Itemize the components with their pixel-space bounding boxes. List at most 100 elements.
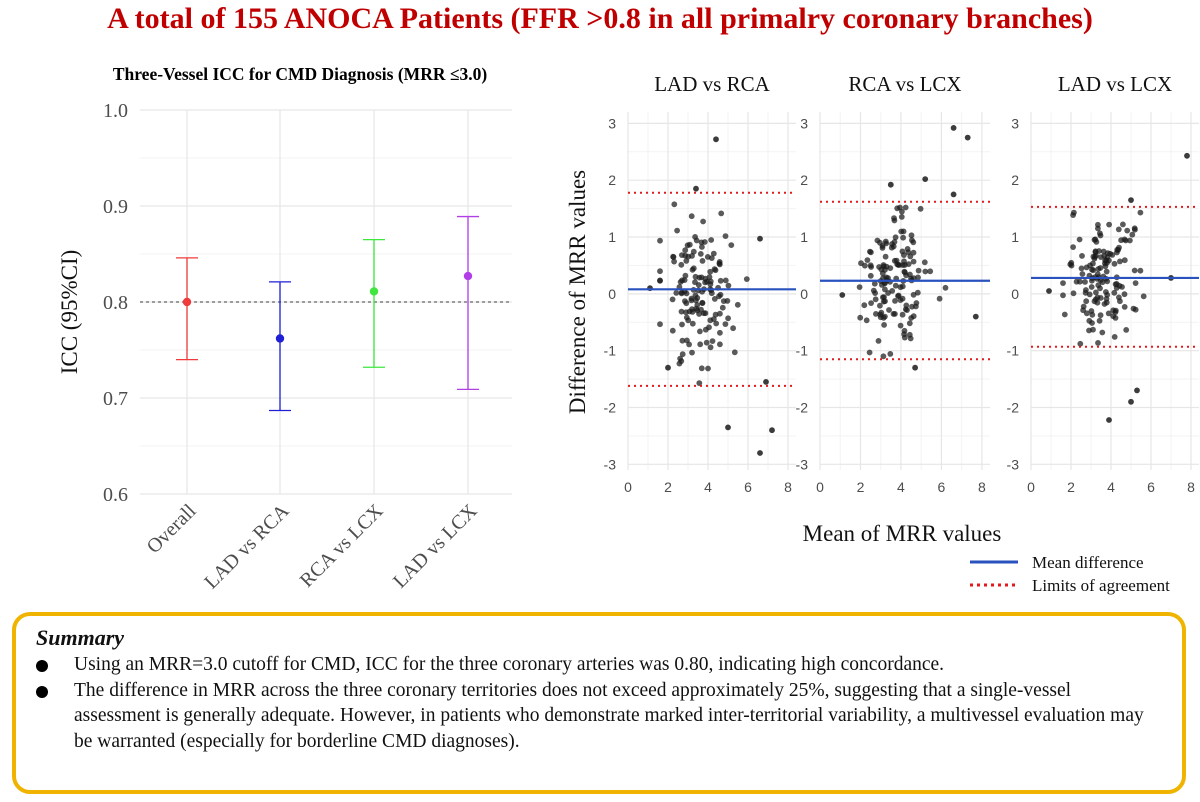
data-point (704, 278, 710, 285)
legend-mean-label: Mean difference (1032, 553, 1144, 572)
data-point (1100, 248, 1107, 255)
data-point (1128, 398, 1134, 405)
data-point (692, 279, 698, 286)
y-axis-label: Difference of MRR values (565, 170, 590, 414)
data-point (1106, 221, 1112, 228)
x-tick-label: LAD vs RCA (200, 500, 294, 594)
data-point (689, 349, 695, 356)
data-point (922, 268, 929, 275)
data-point (682, 272, 689, 279)
data-point (1103, 296, 1110, 302)
y-tick-label: 1 (608, 229, 616, 245)
data-point (713, 136, 719, 143)
data-point (657, 277, 663, 284)
y-tick-label: 1.0 (103, 100, 128, 122)
data-point (711, 266, 718, 272)
data-point (1046, 288, 1052, 294)
data-point (890, 243, 897, 250)
data-point (1094, 271, 1101, 278)
data-point (671, 258, 677, 265)
data-point (1117, 258, 1123, 265)
data-point (1134, 387, 1140, 394)
data-point (882, 238, 889, 245)
data-point (657, 268, 663, 275)
x-tick-label: 8 (784, 479, 792, 495)
data-point (870, 287, 877, 294)
data-point (1078, 265, 1085, 272)
data-point (879, 243, 886, 249)
data-point (657, 321, 663, 328)
main-title: A total of 155 ANOCA Patients (FFR >0.8 … (107, 2, 1093, 35)
data-point (1104, 278, 1111, 285)
data-point (703, 339, 710, 346)
data-point (889, 288, 896, 294)
y-tick-label: 3 (608, 115, 616, 131)
y-tick-label: 3 (800, 115, 808, 131)
data-point (697, 328, 703, 335)
x-tick-label: 4 (897, 479, 905, 495)
data-point (1115, 226, 1122, 233)
data-point (1106, 257, 1112, 264)
data-point (743, 276, 750, 282)
data-point (1082, 289, 1089, 296)
data-point (689, 306, 695, 313)
data-point (694, 302, 701, 308)
data-point (709, 338, 716, 344)
data-point (909, 303, 915, 310)
data-point (763, 379, 769, 385)
data-point (882, 253, 889, 260)
data-point (1124, 227, 1131, 234)
data-point (899, 208, 905, 215)
data-point (674, 227, 680, 234)
data-point (1120, 221, 1126, 228)
data-point (697, 341, 704, 348)
charts-canvas: Three-Vessel ICC for CMD Diagnosis (MRR … (57, 64, 1199, 595)
data-point (1121, 304, 1128, 310)
data-point (734, 301, 741, 308)
data-point (1098, 254, 1104, 260)
data-point (887, 351, 894, 357)
data-point (690, 248, 697, 255)
y-tick-label: -1 (1007, 343, 1020, 359)
x-axis-label: Mean of MRR values (803, 521, 1002, 546)
y-tick-label: 2 (608, 172, 616, 188)
data-point (1097, 232, 1104, 239)
data-point (868, 249, 874, 256)
data-point (875, 338, 882, 344)
y-tick-label: 0 (800, 286, 808, 302)
data-point (908, 315, 915, 321)
data-point (915, 267, 922, 274)
data-point (1061, 311, 1068, 318)
data-point (972, 313, 979, 320)
data-point (683, 314, 690, 321)
x-tick-label: 0 (816, 479, 824, 495)
data-point (722, 321, 729, 327)
data-point (1083, 298, 1090, 305)
data-point (1077, 340, 1084, 347)
data-point (688, 213, 695, 220)
data-point (713, 320, 720, 327)
data-point (877, 311, 884, 318)
bullet-dot-icon (36, 685, 48, 698)
data-point (682, 247, 689, 254)
data-point (694, 295, 701, 301)
data-point (707, 317, 714, 324)
data-point (964, 134, 971, 141)
data-point (898, 228, 905, 235)
data-point (1097, 285, 1103, 292)
data-point (868, 300, 874, 306)
data-point (1131, 267, 1138, 274)
data-point (909, 237, 915, 244)
summary-bullet-text: The difference in MRR across the three c… (74, 679, 1144, 752)
data-point (718, 210, 725, 217)
data-point (677, 279, 684, 285)
data-point (904, 246, 911, 252)
data-point (707, 344, 714, 351)
x-tick-label: RCA vs LCX (296, 500, 388, 592)
data-point (710, 250, 717, 257)
data-point (1073, 278, 1080, 285)
data-point (907, 335, 914, 342)
data-point (897, 284, 904, 291)
x-tick-label: 8 (978, 479, 986, 495)
data-point (899, 311, 906, 318)
